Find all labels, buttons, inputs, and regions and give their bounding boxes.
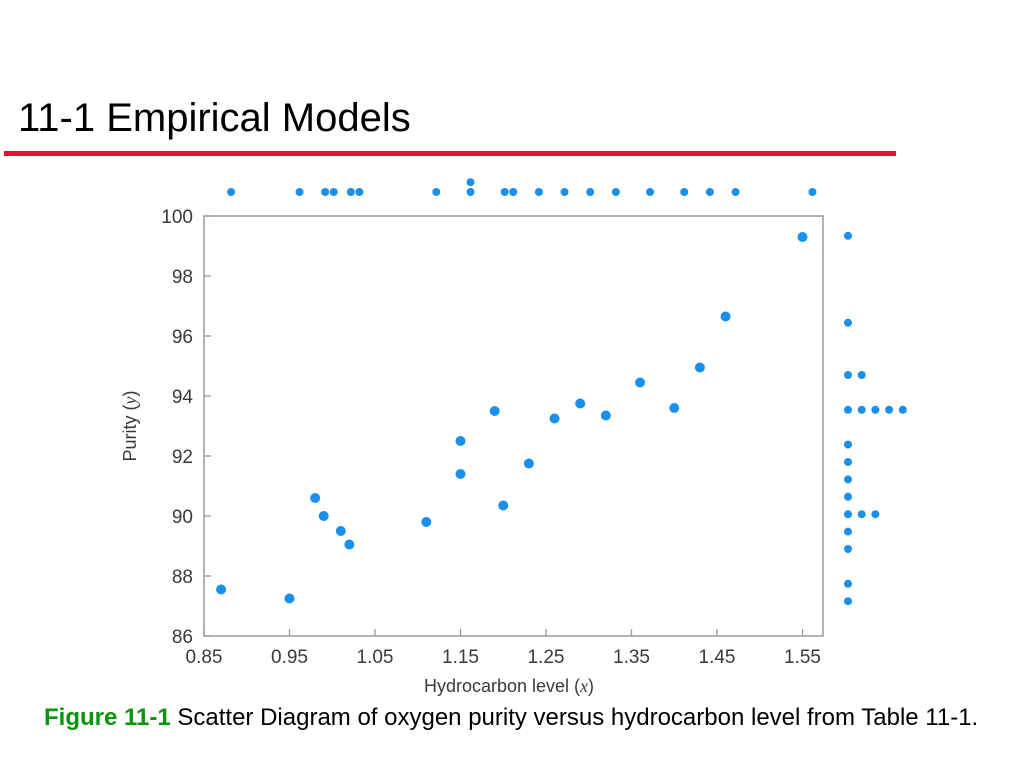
x-marginal-dot	[432, 188, 441, 196]
figure-caption: Figure 11-1 Scatter Diagram of oxygen pu…	[44, 702, 984, 733]
y-marginal-dot	[857, 371, 866, 379]
caption-text: Scatter Diagram of oxygen purity versus …	[170, 704, 979, 731]
x-marginal-dot	[808, 188, 817, 196]
data-point	[694, 362, 705, 373]
y-marginal-dot	[871, 405, 880, 414]
y-marginal-dot	[844, 545, 852, 553]
y-tick-label: 94	[172, 387, 194, 408]
y-marginal-dot	[857, 510, 866, 519]
x-tick-label: 0.95	[271, 647, 308, 668]
x-marginal-dot	[586, 188, 595, 196]
x-marginal-dot	[500, 188, 509, 196]
y-tick-label: 92	[172, 447, 193, 468]
data-point	[575, 398, 586, 409]
x-marginal-dot	[295, 188, 304, 196]
x-tick-label: 1.45	[699, 647, 736, 668]
x-tick-label: 1.25	[528, 647, 565, 668]
x-marginal-dot	[534, 188, 543, 196]
data-point	[523, 458, 534, 469]
data-point	[335, 526, 346, 536]
y-marginal-dot	[844, 440, 852, 449]
data-point	[455, 469, 466, 479]
y-tick-label: 88	[172, 567, 193, 588]
x-tick-label: 1.15	[442, 647, 479, 668]
y-marginal-dot	[844, 492, 852, 501]
y-axis-label: Purity (y)	[120, 390, 140, 461]
x-marginal-dot-plot	[227, 178, 817, 196]
data-point	[498, 500, 509, 511]
y-tick-label: 100	[161, 207, 193, 228]
data-point	[216, 584, 227, 595]
y-marginal-dot	[871, 510, 880, 519]
data-point	[720, 311, 731, 322]
y-marginal-dot	[898, 405, 907, 414]
y-marginal-dot	[857, 405, 866, 414]
scatter-chart: 0.85 0.95 1.05 1.15 1.25 1.35 1.45 1.55 86 88 90 9…	[120, 178, 907, 696]
x-axis-label: Hydrocarbon level (x)	[424, 676, 594, 696]
x-marginal-dot	[680, 188, 689, 196]
y-axis-ticks: 86 88 90 92 94 96 98 100	[161, 207, 211, 648]
data-points	[216, 232, 808, 604]
data-point	[284, 593, 295, 604]
x-marginal-dot	[646, 188, 655, 196]
caption-label: Figure 11-1	[44, 704, 171, 731]
x-marginal-dot	[466, 178, 475, 187]
x-marginal-dot	[329, 188, 338, 196]
y-marginal-dot	[844, 527, 852, 536]
x-marginal-dot	[227, 188, 236, 196]
x-tick-label: 0.85	[186, 647, 223, 668]
x-tick-label: 1.35	[613, 647, 650, 668]
y-marginal-dot	[844, 231, 852, 240]
title-rule	[4, 151, 896, 156]
x-marginal-dot	[705, 188, 714, 196]
data-point	[318, 511, 329, 521]
y-marginal-dot	[844, 475, 852, 484]
y-marginal-dot-plot	[844, 231, 907, 606]
data-point	[549, 413, 560, 424]
data-point	[635, 377, 646, 388]
y-marginal-dot	[844, 405, 852, 414]
y-marginal-dot	[844, 458, 852, 466]
data-point	[600, 410, 611, 421]
y-marginal-dot	[844, 510, 852, 519]
y-marginal-dot	[844, 597, 852, 606]
x-marginal-dot	[355, 188, 364, 196]
data-point	[344, 539, 355, 550]
y-marginal-dot	[885, 405, 894, 414]
y-marginal-dot	[844, 579, 852, 588]
x-axis-ticks: 0.85 0.95 1.05 1.15 1.25 1.35 1.45 1.55	[186, 629, 821, 668]
plot-frame	[203, 215, 824, 637]
data-point	[489, 406, 500, 416]
y-tick-label: 98	[172, 267, 193, 288]
y-tick-label: 86	[172, 627, 193, 648]
data-point	[797, 232, 808, 242]
y-marginal-dot	[844, 318, 852, 327]
data-point	[669, 403, 680, 413]
x-marginal-dot	[560, 188, 569, 196]
x-marginal-dot	[509, 188, 518, 196]
scatter-chart-svg: 0.85 0.95 1.05 1.15 1.25 1.35 1.45 1.55 86 88 90 9…	[120, 178, 907, 696]
data-point	[310, 493, 321, 503]
x-marginal-dot	[611, 188, 620, 196]
y-tick-label: 96	[172, 327, 193, 348]
y-tick-label: 90	[172, 507, 193, 528]
x-marginal-dot	[466, 188, 475, 196]
data-point	[421, 517, 432, 527]
x-marginal-dot	[731, 188, 740, 196]
y-marginal-dot	[844, 371, 852, 379]
x-marginal-dot	[321, 188, 330, 196]
data-point	[455, 436, 466, 446]
x-tick-label: 1.05	[357, 647, 394, 668]
slide-title: 11-1 Empirical Models	[18, 96, 411, 140]
x-tick-label: 1.55	[784, 647, 821, 668]
x-marginal-dot	[346, 188, 355, 196]
